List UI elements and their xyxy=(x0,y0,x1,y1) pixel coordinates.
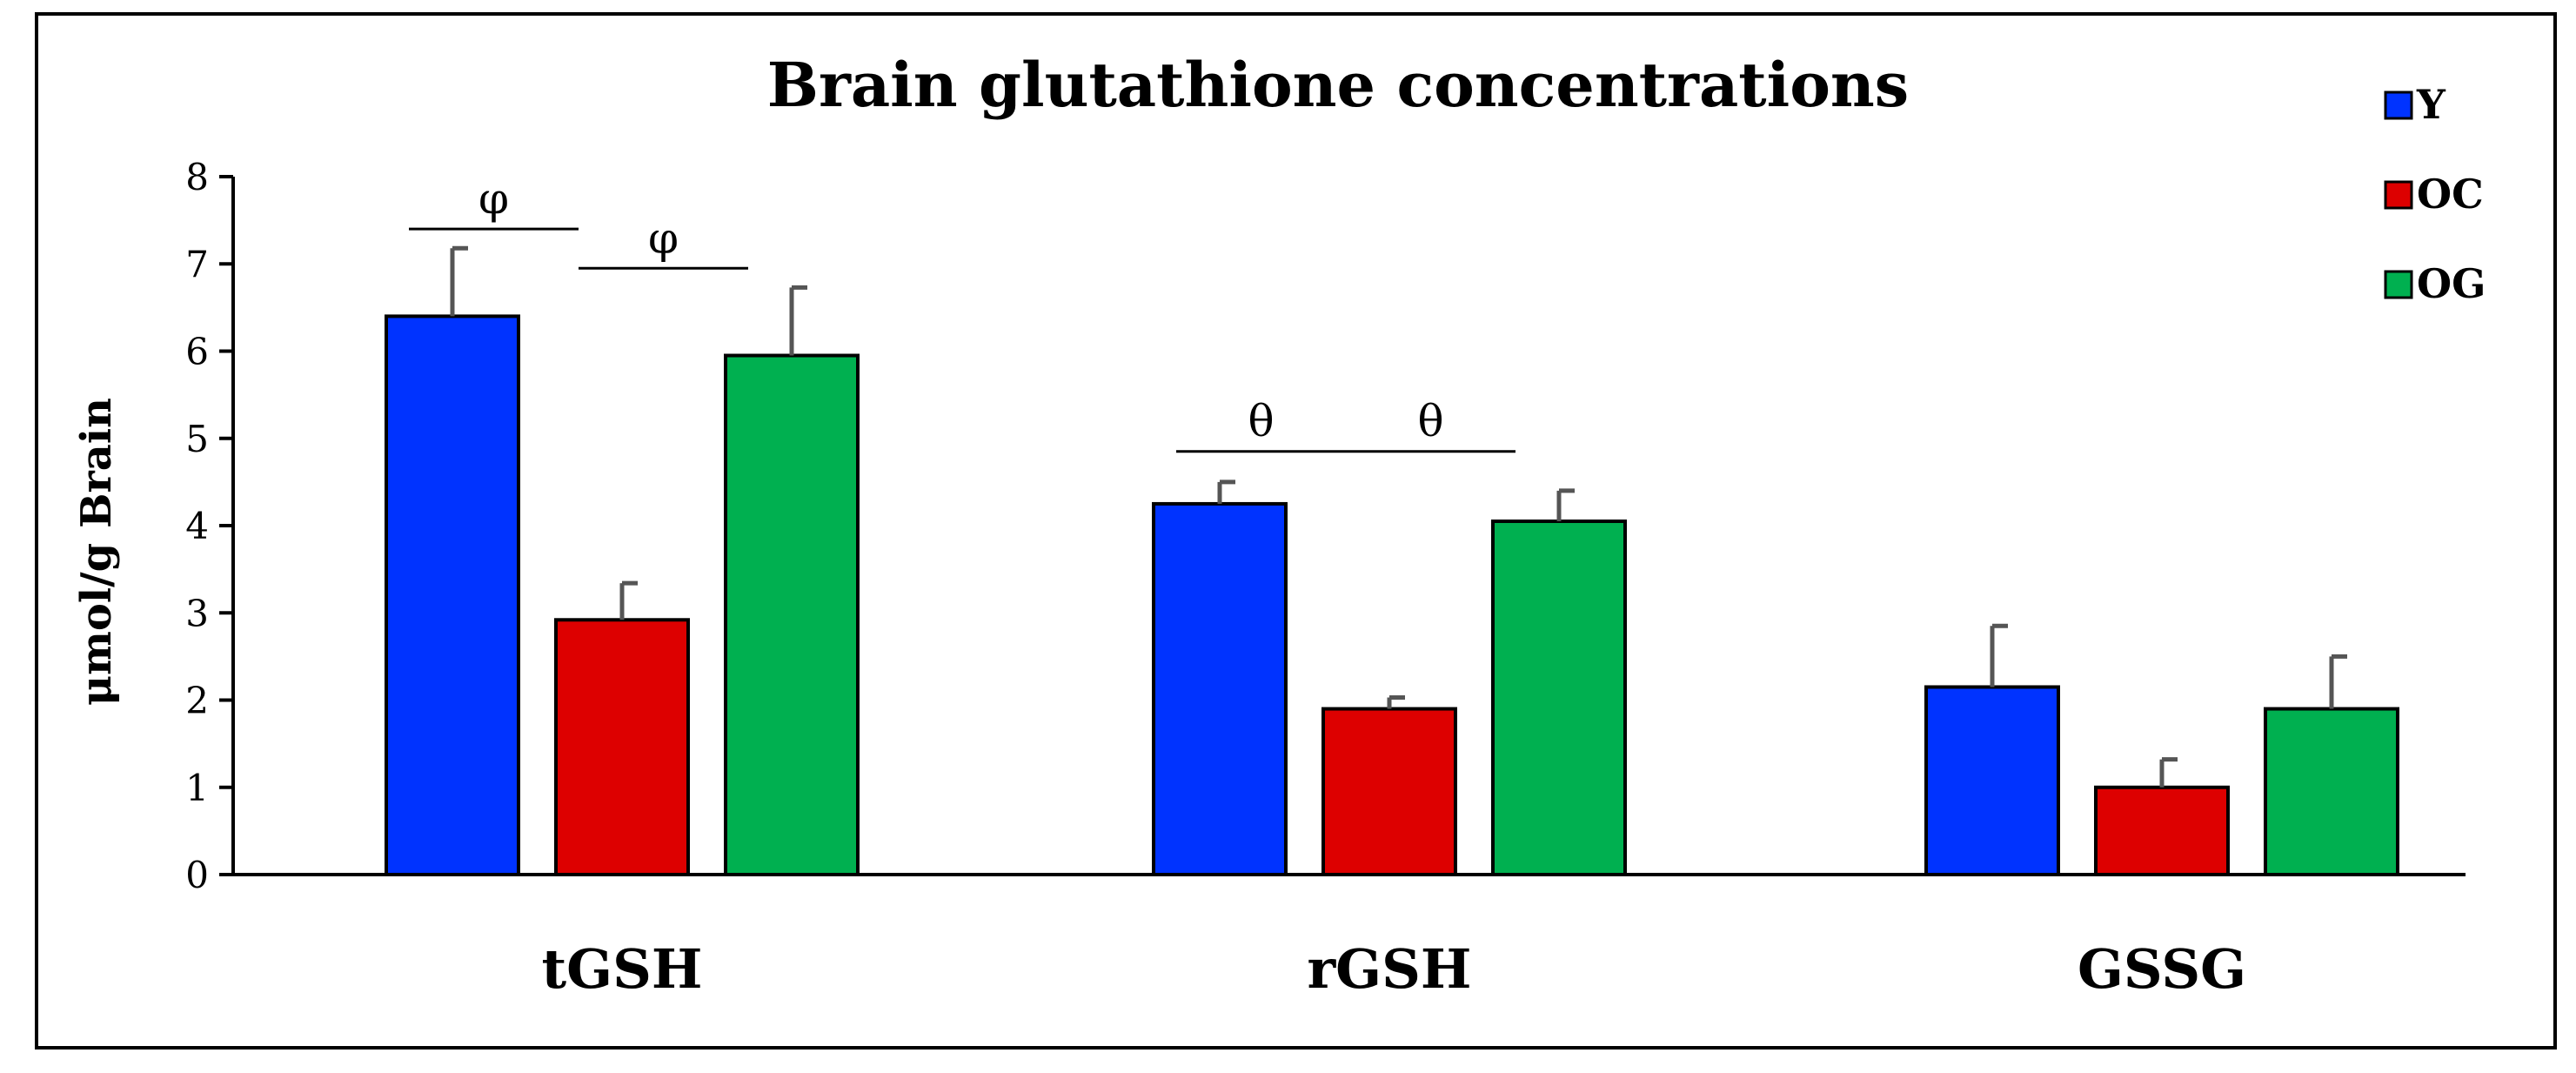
y-tick-label: 3 xyxy=(185,592,209,634)
y-tick-label: 5 xyxy=(185,418,209,460)
significance-symbol: θ xyxy=(1417,396,1443,446)
significance-symbol: φ xyxy=(478,173,509,224)
bar-oc-rgsh xyxy=(1321,707,1457,877)
significance-symbol: θ xyxy=(1248,396,1274,446)
legend-label-og: OG xyxy=(2417,260,2486,307)
bar-og-tgsh xyxy=(724,353,860,876)
legend-label-y: Y xyxy=(2416,81,2446,128)
y-tick-label: 6 xyxy=(185,331,209,373)
y-tick-label: 1 xyxy=(185,767,209,809)
legend-swatch-y xyxy=(2384,91,2413,120)
legend: Y OC OG xyxy=(2384,81,2486,307)
y-tick-label: 7 xyxy=(185,243,209,285)
x-category-label: tGSH xyxy=(542,937,703,1001)
y-tick-label: 0 xyxy=(185,854,209,896)
legend-swatch-oc xyxy=(2384,180,2413,210)
plot-area: 0 1 2 3 4 5 6 7 8 tGSH rGSH GSSG φ φ θ θ xyxy=(185,156,2466,1001)
bar-oc-gssg xyxy=(2094,785,2230,876)
bar-y-gssg xyxy=(1924,685,2060,877)
x-category-label: rGSH xyxy=(1308,937,1472,1001)
y-tick-label: 2 xyxy=(185,680,209,722)
y-axis-label: μmol/g Brain xyxy=(72,398,121,706)
chart-title: Brain glutathione concentrations xyxy=(767,49,1909,121)
bar-oc-tgsh xyxy=(554,618,690,877)
bar-og-gssg xyxy=(2264,707,2399,877)
bar-y-rgsh xyxy=(1152,501,1288,876)
x-category-label: GSSG xyxy=(2078,937,2246,1001)
legend-label-oc: OC xyxy=(2417,171,2484,218)
y-tick-label: 8 xyxy=(185,156,209,198)
y-tick-label: 4 xyxy=(185,505,209,547)
bar-y-tgsh xyxy=(385,314,520,876)
legend-swatch-og xyxy=(2384,270,2413,299)
significance-symbol: φ xyxy=(648,212,679,263)
bar-og-rgsh xyxy=(1491,519,1627,876)
